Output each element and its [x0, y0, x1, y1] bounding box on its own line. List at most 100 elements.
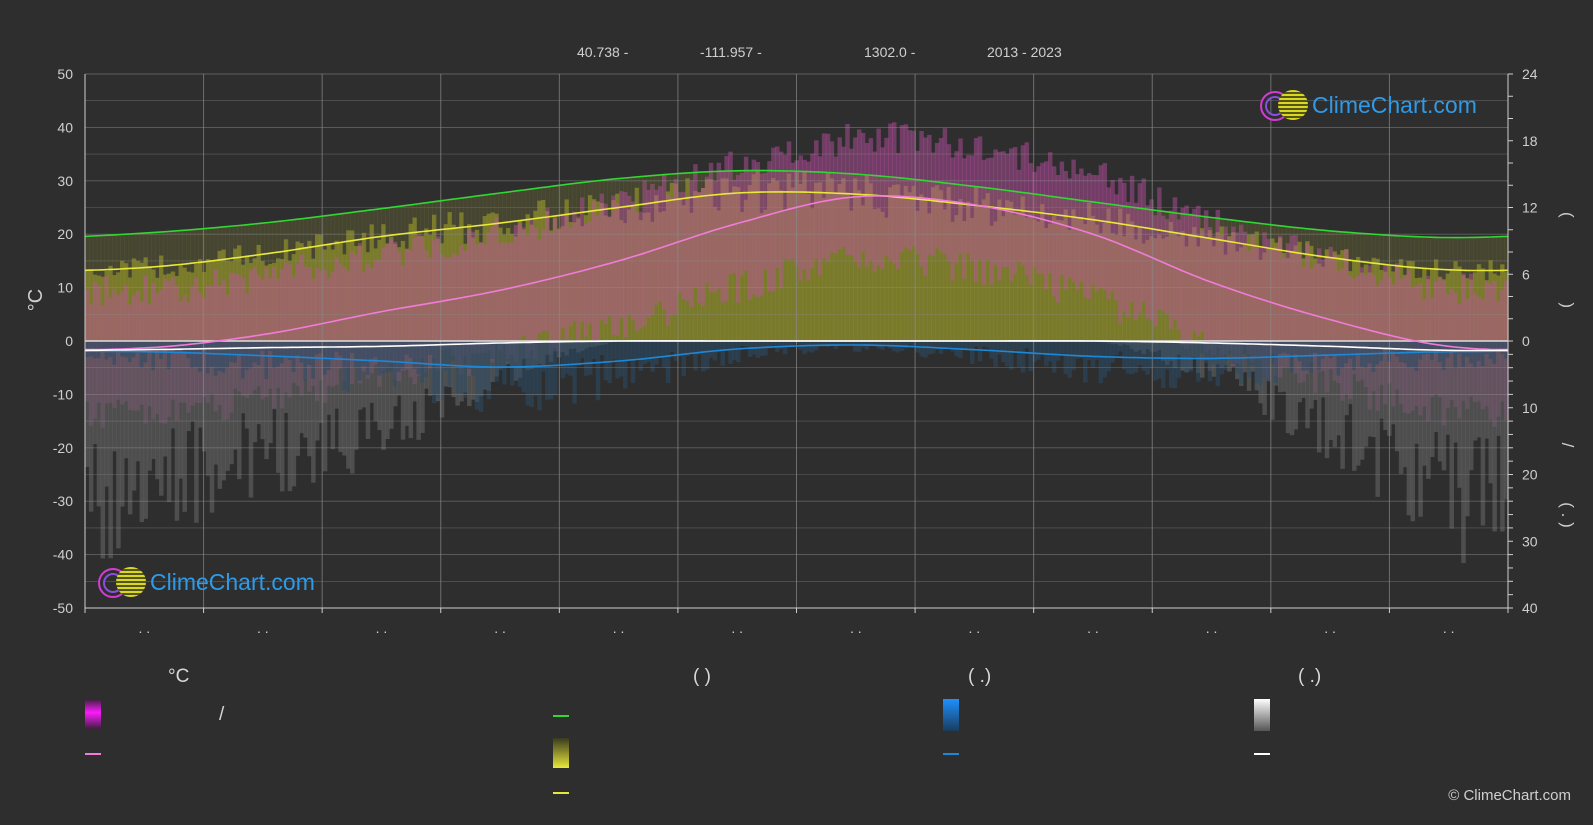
sunshine-day-bar — [767, 183, 772, 341]
sunshine-day-bar — [537, 200, 542, 341]
sunshine-day-bar — [1008, 201, 1014, 341]
temp-range-day-bar — [1086, 173, 1092, 300]
rain-day-bar — [1176, 341, 1182, 378]
sunshine-day-bar — [669, 182, 675, 341]
rain-day-bar — [981, 341, 987, 347]
rain-day-bar — [486, 341, 492, 400]
rain-day-bar — [1012, 341, 1018, 351]
temp-range-day-bar — [552, 218, 558, 348]
temp-range-day-bar — [494, 216, 499, 344]
temp-range-day-bar — [934, 142, 940, 249]
sunshine-day-bar — [396, 247, 402, 341]
snow-day-bar — [1480, 341, 1486, 526]
temp-range-day-bar — [864, 142, 870, 267]
sunshine-day-bar — [997, 199, 1002, 341]
temp-range-day-bar — [396, 251, 402, 382]
temp-range-day-bar — [708, 162, 714, 293]
temp-range-day-bar — [299, 254, 304, 396]
sunshine-day-bar — [911, 185, 917, 341]
rain-day-bar — [1192, 341, 1197, 358]
rain-day-bar — [1254, 341, 1260, 384]
snow-day-bar — [1297, 341, 1302, 403]
y-tick-label: -20 — [53, 440, 73, 456]
temp-range-day-bar — [1227, 236, 1232, 351]
legend-temperature-title: °C — [168, 666, 190, 687]
rain-day-bar — [1161, 341, 1166, 388]
rain-day-bar — [1344, 341, 1349, 364]
temp-range-day-bar — [1071, 159, 1076, 283]
temp-range-day-bar — [786, 141, 792, 261]
rain-day-bar — [1083, 341, 1088, 383]
temp-range-day-bar — [283, 262, 289, 393]
rain-day-bar — [545, 341, 550, 400]
logo-bottom[interactable]: ClimeChart.com — [96, 564, 315, 600]
sunshine-day-bar — [120, 260, 125, 341]
sunshine-day-bar — [962, 221, 967, 341]
sunshine-day-bar — [186, 271, 191, 341]
temp-range-day-bar — [1289, 235, 1295, 357]
rain-day-bar — [1153, 341, 1158, 381]
snow-day-bar — [233, 341, 238, 450]
sunshine-day-bar — [880, 211, 885, 341]
rain-day-bar — [303, 341, 308, 381]
rain-day-bar — [1309, 341, 1314, 373]
snow-day-bar — [307, 341, 312, 457]
sunshine-day-bar — [993, 221, 998, 341]
snow-day-bar — [299, 341, 304, 434]
sunshine-day-bar — [1110, 233, 1115, 341]
temp-range-day-bar — [880, 147, 885, 270]
temp-range-day-bar — [1133, 202, 1139, 320]
sunshine-day-bar — [498, 227, 503, 341]
sunshine-day-bar — [1223, 254, 1228, 341]
rain-day-bar — [311, 341, 316, 379]
temp-range-day-bar — [806, 161, 811, 281]
logo-top[interactable]: ClimeChart.com — [1258, 87, 1477, 123]
sunshine-day-bar — [198, 259, 203, 341]
sunshine-day-bar — [1309, 245, 1314, 341]
sunshine-day-bar — [96, 275, 102, 341]
month-label: . . — [969, 620, 981, 636]
rain-day-bar — [190, 341, 195, 368]
temp-range-day-bar — [1184, 205, 1189, 349]
sunshine-day-bar — [603, 215, 609, 341]
temp-range-day-bar — [1059, 161, 1065, 275]
snow-day-bar — [252, 341, 258, 443]
snow-day-bar — [237, 341, 242, 480]
rain-day-bar — [1433, 341, 1439, 351]
sunshine-day-bar — [1270, 238, 1275, 341]
temp-range-day-bar — [1083, 175, 1088, 298]
temp-range-day-bar — [1238, 224, 1244, 366]
temp-range-day-bar — [1090, 174, 1096, 286]
rain-day-bar — [1051, 341, 1057, 373]
rain-day-bar — [911, 341, 917, 346]
y-tick-label: 10 — [57, 280, 73, 296]
sunshine-day-bar — [1328, 258, 1334, 341]
temp-range-day-bar — [677, 192, 683, 294]
sunshine-day-bar — [326, 243, 332, 341]
rain-day-bar — [307, 341, 312, 365]
sunshine-day-bar — [931, 187, 936, 341]
sunshine-day-bar — [942, 209, 948, 341]
sunshine-day-bar — [330, 249, 336, 341]
sunshine-day-bar — [591, 199, 597, 341]
temp-range-day-bar — [927, 134, 932, 255]
sunshine-day-bar — [946, 187, 952, 341]
temp-range-day-bar — [525, 235, 531, 358]
temp-range-day-bar — [580, 197, 585, 323]
rain-day-bar — [1114, 341, 1119, 356]
temp-range-day-bar — [1196, 205, 1201, 337]
sunshine-day-bar — [1285, 257, 1291, 341]
y-tick-label: 20 — [57, 226, 73, 242]
rain-day-bar — [685, 341, 690, 356]
sunshine-day-bar — [798, 184, 803, 341]
snow-day-bar — [369, 341, 375, 403]
temp-range-day-bar — [1075, 174, 1080, 291]
snow-day-bar — [1313, 341, 1318, 401]
sunshine-day-bar — [1410, 261, 1416, 341]
snow-day-bar — [1379, 341, 1384, 419]
sunshine-day-bar — [646, 212, 651, 341]
temp-range-day-bar — [1051, 166, 1057, 297]
sunshine-day-bar — [747, 185, 753, 341]
temp-range-day-bar — [825, 133, 831, 262]
rain-day-bar — [1032, 341, 1037, 362]
